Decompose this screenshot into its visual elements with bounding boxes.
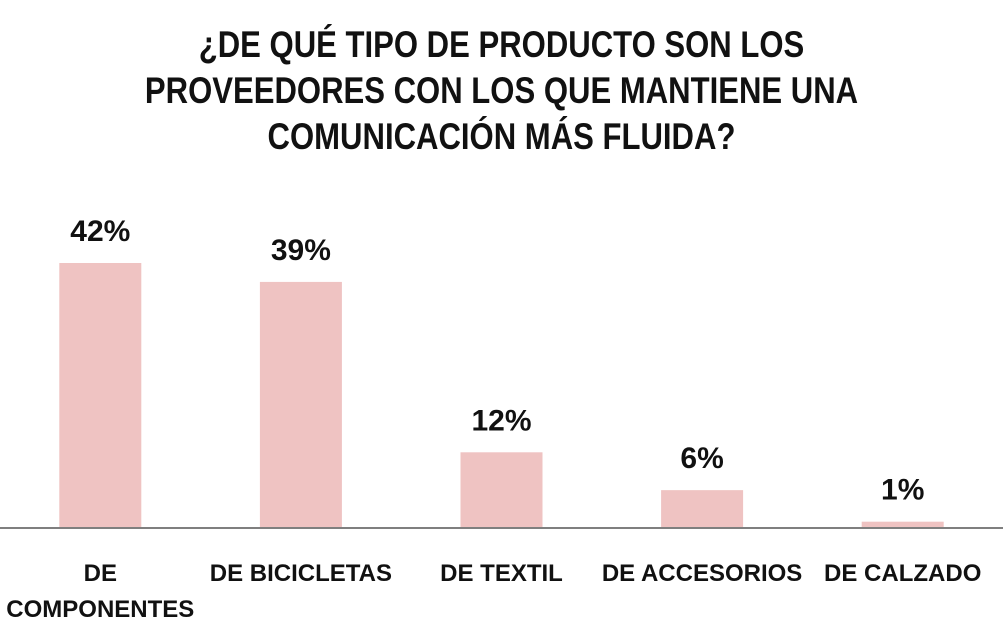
data-label: 39% [271,234,331,267]
bar [661,490,744,528]
category-label: DE CALZADO [824,560,981,587]
data-labels-group: 42% 39% 12% 6% 1% [70,215,924,507]
data-label: 42% [70,215,130,248]
data-label: 1% [881,474,924,507]
category-label: DE ACCESORIOS [602,560,802,587]
category-label: DE BICICLETAS [210,560,392,587]
bar [861,521,944,528]
bar [259,281,342,528]
bars-group [59,263,944,528]
category-label: DE TEXTIL [440,560,563,587]
chart-title: ¿DE QUÉ TIPO DE PRODUCTO SON LOS PROVEED… [144,24,859,157]
bar [59,263,142,528]
bar [460,452,543,528]
category-label: DE COMPONENTES [6,560,194,623]
category-labels-group: DE COMPONENTES DE BICICLETAS DE TEXTIL DE AC… [6,560,981,623]
data-label: 6% [680,442,723,475]
data-label: 12% [471,404,531,437]
